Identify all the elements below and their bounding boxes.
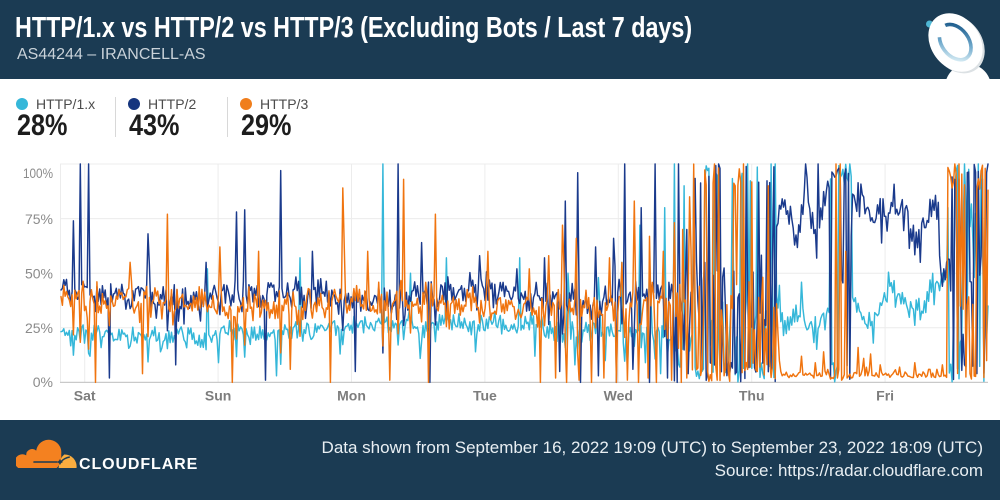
svg-text:Wed: Wed bbox=[604, 388, 633, 404]
svg-text:100%: 100% bbox=[23, 165, 53, 181]
svg-text:Sat: Sat bbox=[74, 388, 96, 404]
svg-text:Fri: Fri bbox=[876, 388, 894, 404]
svg-text:Thu: Thu bbox=[739, 388, 765, 404]
svg-text:Tue: Tue bbox=[473, 388, 497, 404]
svg-text:75%: 75% bbox=[25, 211, 53, 227]
svg-text:50%: 50% bbox=[25, 266, 53, 282]
svg-text:Sun: Sun bbox=[205, 388, 231, 404]
svg-text:0%: 0% bbox=[33, 374, 53, 390]
svg-text:Mon: Mon bbox=[337, 388, 366, 404]
svg-text:25%: 25% bbox=[25, 320, 53, 336]
